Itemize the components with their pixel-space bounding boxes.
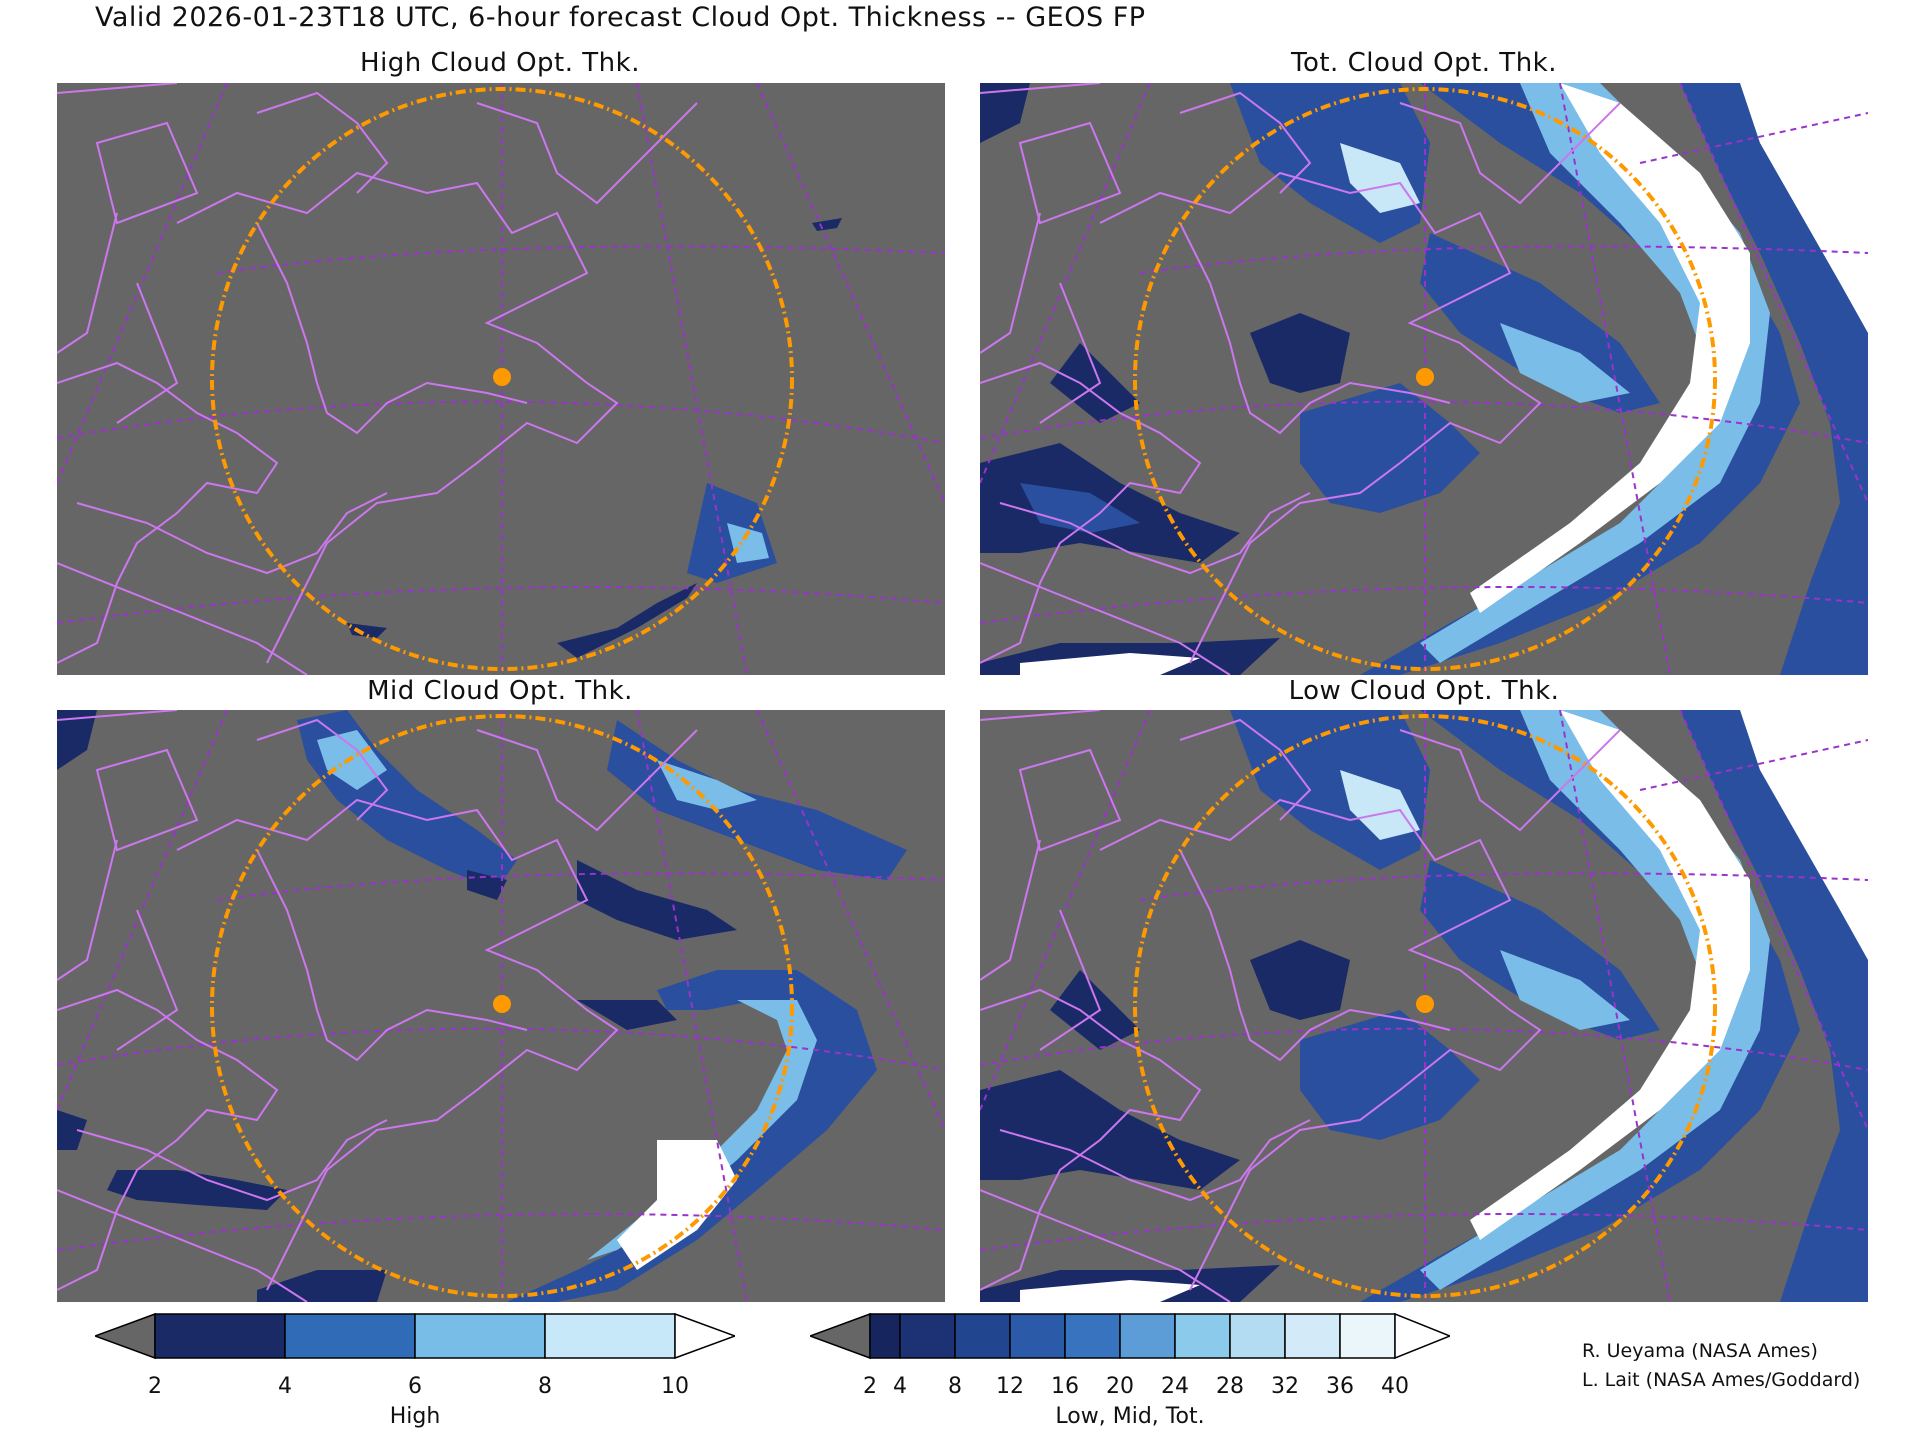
gridlines-tot xyxy=(980,83,1868,675)
coastlines-high xyxy=(57,83,698,675)
colorbar-lmt-label: 24 xyxy=(1161,1374,1189,1399)
cloud-field-mid xyxy=(57,710,907,1302)
colorbar-lmt-under xyxy=(810,1312,871,1360)
colorbar-lmt-label: 2 xyxy=(863,1374,877,1399)
colorbar-high-title: High xyxy=(389,1404,441,1429)
colorbar-lmt-bin-8 xyxy=(1284,1313,1341,1359)
range-ring-low xyxy=(1133,714,1717,1298)
colorbar-lmt-label: 16 xyxy=(1051,1374,1079,1399)
colorbar-high-label: 4 xyxy=(278,1374,292,1399)
colorbar-lmt-label: 4 xyxy=(893,1374,907,1399)
map-high xyxy=(57,83,945,675)
colorbar-lmt-over xyxy=(1394,1312,1450,1360)
colorbar-high-under xyxy=(95,1312,156,1360)
colorbar-high-label: 2 xyxy=(148,1374,162,1399)
map-panel-low xyxy=(980,710,1868,1302)
map-panel-high xyxy=(57,83,945,675)
main-title: Valid 2026-01-23T18 UTC, 6-hour forecast… xyxy=(95,2,1146,33)
cloud-field-low xyxy=(980,710,1868,1302)
map-tot xyxy=(980,83,1868,675)
colorbar-lmt-label: 32 xyxy=(1271,1374,1299,1399)
colorbar-lmt-bin-4 xyxy=(1064,1313,1121,1359)
colorbar-lmt-bin-7 xyxy=(1229,1313,1286,1359)
colorbar-high-bin-0 xyxy=(154,1313,286,1359)
credit-line-1: R. Ueyama (NASA Ames) xyxy=(1582,1340,1818,1362)
colorbar-lmt-bin-5 xyxy=(1119,1313,1176,1359)
colorbar-high-bin-2 xyxy=(414,1313,546,1359)
center-marker-high xyxy=(493,368,511,386)
gridlines-high xyxy=(57,83,945,675)
colorbar-high-label: 10 xyxy=(661,1374,689,1399)
colorbar-lmt-bin-6 xyxy=(1174,1313,1231,1359)
panel-title-high: High Cloud Opt. Thk. xyxy=(360,48,640,78)
colorbar-lmt-bin-3 xyxy=(1009,1313,1066,1359)
coastlines-low xyxy=(980,710,1621,1302)
colorbar-high-label: 6 xyxy=(408,1374,422,1399)
panel-title-tot: Tot. Cloud Opt. Thk. xyxy=(1290,48,1558,78)
colorbar-high-over xyxy=(674,1312,735,1360)
colorbar-lmt-bin-2 xyxy=(954,1313,1011,1359)
colorbar-lmt-title: Low, Mid, Tot. xyxy=(1055,1404,1205,1429)
colorbar-high xyxy=(95,1312,735,1360)
colorbar-lmt-label: 28 xyxy=(1216,1374,1244,1399)
colorbar-high-label: 8 xyxy=(538,1374,552,1399)
panel-title-low: Low Cloud Opt. Thk. xyxy=(1288,676,1560,706)
colorbar-lmt-bin-9 xyxy=(1339,1313,1396,1359)
colorbar-high-bin-3 xyxy=(544,1313,676,1359)
range-ring-mid xyxy=(210,714,794,1298)
coastlines-tot xyxy=(980,83,1621,675)
credit-line-2: L. Lait (NASA Ames/Goddard) xyxy=(1582,1369,1861,1391)
colorbar-lmt-label: 40 xyxy=(1381,1374,1409,1399)
coastlines-mid xyxy=(57,710,698,1302)
gridlines-mid xyxy=(57,710,945,1302)
map-mid xyxy=(57,710,945,1302)
range-ring-high xyxy=(210,87,794,671)
map-panel-mid xyxy=(57,710,945,1302)
colorbar-lmt-label: 36 xyxy=(1326,1374,1354,1399)
cloud-field-high xyxy=(347,218,842,658)
map-low xyxy=(980,710,1868,1302)
colorbar-lmt-label: 20 xyxy=(1106,1374,1134,1399)
colorbar-high-bin-1 xyxy=(284,1313,416,1359)
center-marker-tot xyxy=(1416,368,1434,386)
colorbar-lmt-label: 8 xyxy=(948,1374,962,1399)
colorbar-lmt-bin-0 xyxy=(869,1313,901,1359)
colorbar-lmt-label: 12 xyxy=(996,1374,1024,1399)
center-marker-low xyxy=(1416,995,1434,1013)
center-marker-mid xyxy=(493,995,511,1013)
map-panel-tot xyxy=(980,83,1868,675)
colorbar-lmt-bin-1 xyxy=(899,1313,956,1359)
panel-title-mid: Mid Cloud Opt. Thk. xyxy=(367,676,633,706)
range-ring-tot xyxy=(1133,87,1717,671)
colorbar-lmt xyxy=(810,1312,1450,1360)
gridlines-low xyxy=(980,710,1868,1302)
